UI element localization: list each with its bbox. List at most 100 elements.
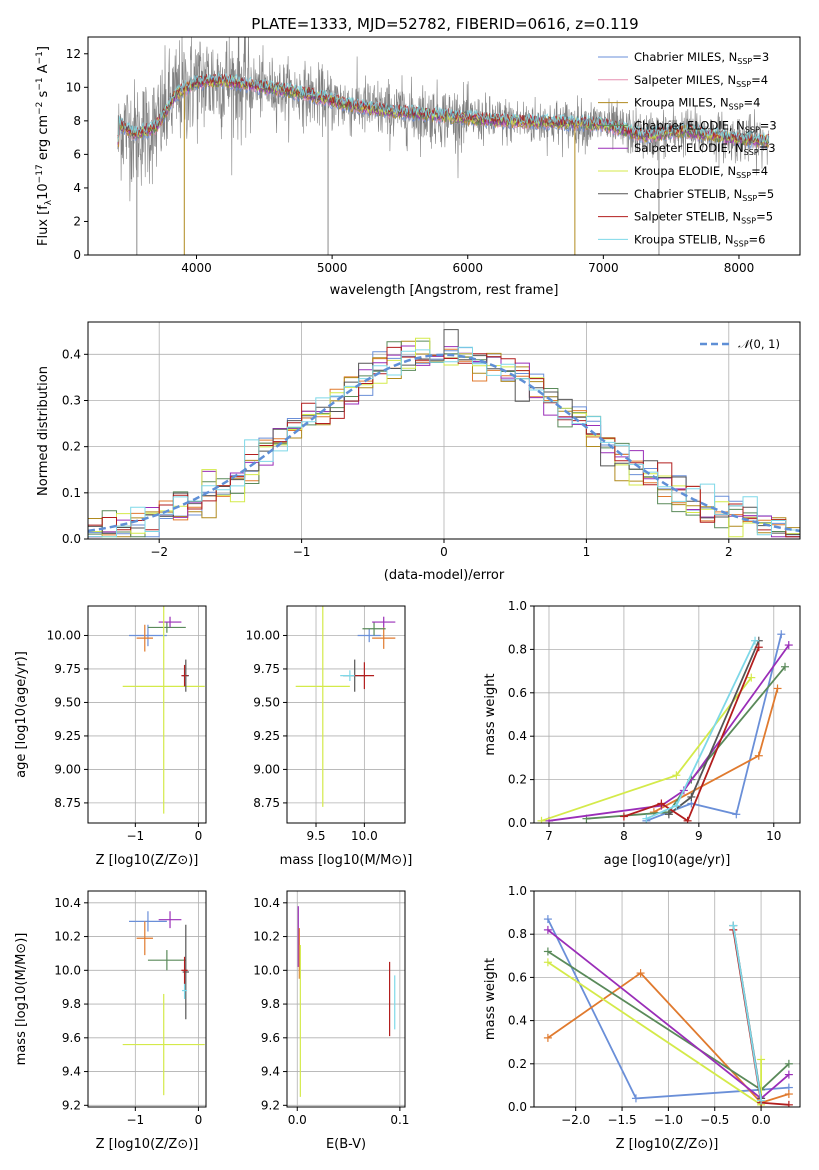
residuals-xtick-label-2: 0 xyxy=(440,545,448,559)
legend-label-1: Salpeter MILES, NSSP=4 xyxy=(634,73,768,89)
massweight_vs_Z-marker-1-3 xyxy=(784,1090,793,1099)
massweight_vs_Z-ticks: −2.0 −1.5 −1.0 −0.5 0.0 0.0 0.2 0.4 0.6 0.8 1.0 xyxy=(508,884,771,1127)
residual-histogram-7 xyxy=(88,346,800,538)
massweight_vs_age-marker-6-3 xyxy=(754,643,763,652)
massweight_vs_age-marker-4-2 xyxy=(747,673,756,682)
mass_vs_Z-plot-area xyxy=(122,911,205,1096)
gaussian-reference-curve xyxy=(87,353,801,533)
massweight_vs_age-plot-area xyxy=(537,630,793,823)
age_vs_Z-ytick-label-0: 8.75 xyxy=(54,796,81,810)
mass_vs_EBV-ytick-label-4: 10.0 xyxy=(253,963,280,977)
residuals-plot-area xyxy=(88,329,800,538)
massweight_vs_age-marker-7-0 xyxy=(642,814,651,823)
massweight_vs_Z-ylabel: mass weight xyxy=(483,958,498,1040)
massweight_vs_Z-xtick-label-2: −1.0 xyxy=(654,1113,683,1127)
massweight_vs_age-ticks: 7 8 9 10 0.0 0.2 0.4 0.6 0.8 1.0 xyxy=(508,599,782,843)
spectrum-ytick-label-6: 12 xyxy=(66,47,81,61)
massweight_vs_age-xtick-label-2: 9 xyxy=(695,829,703,843)
mass_vs_Z-ytick-label-0: 9.2 xyxy=(62,1098,81,1112)
massweight_vs_Z-panel: −2.0 −1.5 −1.0 −0.5 0.0 0.0 0.2 0.4 0.6 0.8 1.0 Z [… xyxy=(483,884,801,1152)
age_vs_mass-plot-area xyxy=(295,606,396,807)
mass_vs_Z-ytick-label-4: 10.0 xyxy=(54,963,81,977)
residuals-xtick-label-3: 1 xyxy=(583,545,591,559)
gauss-legend-label: 𝒩(0, 1) xyxy=(738,337,780,351)
massweight_vs_Z-marker-6-2 xyxy=(784,1100,793,1107)
massweight_vs_age-marker-6-0 xyxy=(619,812,628,821)
massweight_vs_age-xtick-label-1: 8 xyxy=(620,829,628,843)
age_vs_Z-ytick-label-1: 9.00 xyxy=(54,762,81,776)
mass_vs_Z-ytick-label-2: 9.6 xyxy=(62,1031,81,1045)
massweight_vs_Z-marker-7-1 xyxy=(757,1096,766,1105)
age_vs_mass-ticks: 9.5 10.0 8.75 9.00 9.25 9.50 9.75 10.00 xyxy=(246,628,378,843)
mass_vs_Z-ytick-label-1: 9.4 xyxy=(62,1065,81,1079)
massweight_vs_age-marker-6-1 xyxy=(657,799,666,808)
legend-label-2: Kroupa MILES, NSSP=4 xyxy=(634,96,760,112)
mass_vs_Z-grid xyxy=(88,891,206,1107)
mass_vs_EBV-ytick-label-6: 10.4 xyxy=(253,896,280,910)
mass_vs_EBV-grid xyxy=(287,891,405,1107)
age_vs_Z-ytick-label-4: 9.75 xyxy=(54,662,81,676)
massweight_vs_Z-xtick-label-1: −1.5 xyxy=(607,1113,636,1127)
legend-label-5: Kroupa ELODIE, NSSP=4 xyxy=(634,164,768,180)
mass_vs_Z-ylabel: mass [log10(M/M⊙)] xyxy=(14,933,29,1066)
age_vs_Z-ylabel: age [log10(age/yr)] xyxy=(14,651,29,778)
legend-label-6: Chabrier STELIB, NSSP=5 xyxy=(634,187,774,203)
age_vs_mass-ytick-label-4: 9.75 xyxy=(253,662,280,676)
massweight_vs_age-axes-frame xyxy=(533,605,801,824)
age_vs_Z-xtick-label-1: 0 xyxy=(195,829,203,843)
spectrum-ytick-label-3: 6 xyxy=(73,147,81,161)
massweight_vs_Z-xtick-label-3: −0.5 xyxy=(700,1113,729,1127)
legend-label-0: Chabrier MILES, NSSP=3 xyxy=(634,50,769,66)
age_vs_Z-ytick-label-3: 9.50 xyxy=(54,695,81,709)
spectrum-ylabel: Flux [fλ10−17 erg cm−2 s−1 A−1] xyxy=(35,46,54,246)
age_vs_mass-axes-frame xyxy=(286,605,406,824)
mass_vs_Z-xtick-label-0: −1 xyxy=(126,1113,144,1127)
massweight_vs_age-marker-0-3 xyxy=(777,630,786,639)
residual-histogram-6 xyxy=(88,329,800,535)
spectrum-title: PLATE=1333, MJD=52782, FIBERID=0616, z=0… xyxy=(251,15,638,33)
massweight_vs_Z-ytick-label-3: 0.6 xyxy=(508,970,527,984)
mass_vs_EBV-xlabel: E(B-V) xyxy=(326,1137,366,1152)
massweight_vs_age-marker-0-2 xyxy=(732,810,741,819)
age_vs_Z-ytick-label-5: 10.00 xyxy=(47,628,81,642)
model-spectrum-line-8 xyxy=(117,71,770,144)
massweight_vs_age-xlabel: age [log10(age/yr)] xyxy=(604,853,731,868)
massweight_vs_Z-ytick-label-2: 0.4 xyxy=(508,1014,527,1028)
massweight_vs_age-marker-5-0 xyxy=(664,810,673,819)
massweight_vs_Z-line-7 xyxy=(732,925,762,1101)
massweight_vs_Z-marker-3-2 xyxy=(784,1070,793,1079)
residuals-ytick-label-0: 0.0 xyxy=(62,532,81,546)
mass_vs_EBV-xtick-label-0: 0.0 xyxy=(288,1113,307,1127)
massweight_vs_Z-marker-4-2 xyxy=(757,1055,766,1064)
spectrum-xtick-label-0: 4000 xyxy=(181,261,212,275)
massweight_vs_Z-marker-3-0 xyxy=(543,925,552,934)
mass_vs_EBV-xtick-label-1: 0.1 xyxy=(390,1113,409,1127)
massweight_vs_age-ytick-label-2: 0.4 xyxy=(508,729,527,743)
spectrum-ytick-label-4: 8 xyxy=(73,114,81,128)
mass_vs_EBV-axes-frame xyxy=(286,890,406,1108)
massweight_vs_Z-xtick-label-4: 0.0 xyxy=(752,1113,771,1127)
spectrum-xtick-label-2: 6000 xyxy=(452,261,483,275)
massweight_vs_Z-xlabel: Z [log10(Z/Z⊙)] xyxy=(616,1137,719,1152)
massweight_vs_age-marker-2-3 xyxy=(781,662,790,671)
residuals-xtick-label-1: −1 xyxy=(293,545,311,559)
spectrum-ytick-label-2: 4 xyxy=(73,181,81,195)
massweight_vs_Z-marker-4-0 xyxy=(543,958,552,967)
legend-label-8: Kroupa STELIB, NSSP=6 xyxy=(634,232,765,248)
massweight_vs_Z-line-4 xyxy=(547,961,762,1107)
mass_vs_Z-ytick-label-3: 9.8 xyxy=(62,997,81,1011)
spectrum-axes-frame xyxy=(87,36,801,256)
massweight_vs_Z-line-1 xyxy=(547,971,790,1104)
mass_vs_Z-ytick-label-6: 10.4 xyxy=(54,896,81,910)
residuals-panel: −2 −1 0 1 2 0.0 0.1 0.2 0.3 0.4 (data-model)/erro… xyxy=(36,321,801,583)
mass_vs_EBV-ytick-label-5: 10.2 xyxy=(253,930,280,944)
age_vs_mass-panel: 9.5 10.0 8.75 9.00 9.25 9.50 9.75 10.00 mass [lo… xyxy=(246,605,412,868)
massweight_vs_age-xtick-label-0: 7 xyxy=(545,829,553,843)
massweight_vs_Z-marker-0-1 xyxy=(631,1094,640,1103)
residuals-ytick-label-3: 0.3 xyxy=(62,393,81,407)
mass_vs_Z-axes-frame xyxy=(87,890,207,1108)
age_vs_mass-ytick-label-3: 9.50 xyxy=(253,695,280,709)
residuals-legend: 𝒩(0, 1) xyxy=(700,337,780,351)
residuals-xtick-label-4: 2 xyxy=(725,545,733,559)
residuals-xtick-label-0: −2 xyxy=(150,545,168,559)
